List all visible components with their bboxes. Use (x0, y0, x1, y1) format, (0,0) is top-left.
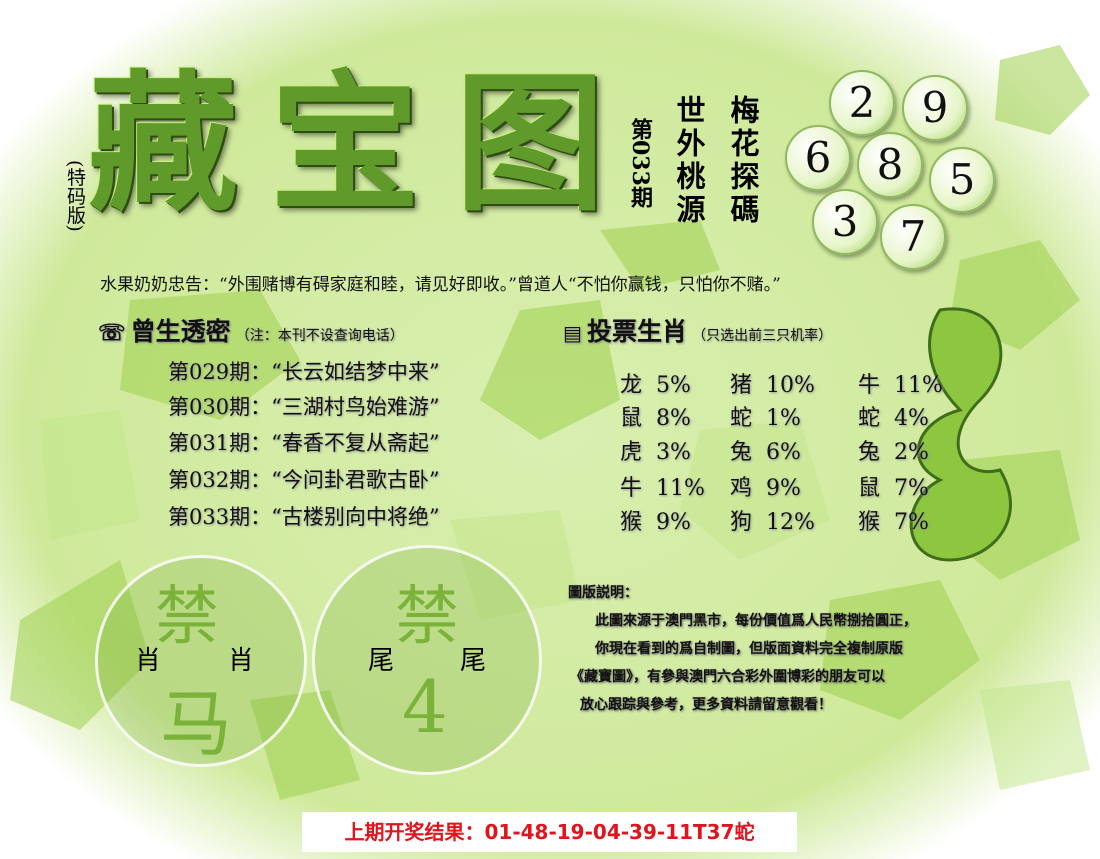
vote-cell: 兔 6% (730, 440, 801, 465)
title-char-2: 宝 (270, 58, 421, 232)
riddle-item: 第029期：“长云如结梦中来” (168, 360, 440, 384)
vote-cell: 牛 11% (620, 476, 705, 501)
ban1-right: 肖 (228, 646, 255, 676)
explain-title: 圖版説明： (568, 585, 638, 601)
explain-line: 此圖來源于澳門黑市，每份價值爲人民幣捌拾圓正， (595, 613, 917, 629)
banned-tail-circle (312, 545, 542, 775)
riddles-note: （注：本刊不设查询电话） (235, 328, 404, 344)
number-ball: 6 (785, 125, 851, 191)
vote-cell: 龙 5% (620, 373, 691, 398)
edition-label: (特码版) (64, 160, 86, 232)
swirl-ornament (909, 307, 1012, 562)
ban1-left: 肖 (135, 646, 162, 676)
votes-title: 投票生肖 (587, 317, 688, 346)
riddle-item: 第031期：“春香不复从斋起” (168, 431, 440, 455)
explain-line: 放心跟踪與參考，更多資料請留意觀看！ (580, 697, 832, 713)
votes-header: ▤ 投票生肖 （只选出前三只机率） (563, 312, 832, 348)
explain-line: 《藏寶圖》，有參與澳門六合彩外圍博彩的朋友可以 (570, 669, 885, 685)
poem-col-1: 世外桃源 (672, 95, 706, 227)
riddle-item: 第033期：“古楼别向中将绝” (168, 505, 440, 529)
explain-line: 你現在看到的爲自制圖，但版面資料完全複制原版 (595, 641, 903, 657)
vote-cell: 鼠 7% (858, 476, 929, 501)
riddles-title: 曾生透密 (130, 317, 231, 346)
vote-cell: 兔 2% (858, 440, 929, 465)
vote-cell: 虎 3% (620, 440, 691, 465)
ban2-top: 禁 (395, 580, 459, 654)
vote-cell: 狗 12% (730, 510, 815, 535)
banned-zodiac-circle (95, 555, 307, 767)
phone-icon: ☏ (98, 320, 126, 346)
document-icon: ▤ (563, 321, 582, 345)
votes-note: （只选出前三只机率） (692, 328, 833, 344)
number-ball: 5 (929, 147, 995, 213)
vote-cell: 蛇 1% (730, 406, 801, 431)
title-char-3: 图 (455, 58, 606, 232)
number-ball: 9 (902, 75, 968, 141)
ban1-value: 马 (160, 682, 233, 766)
ban1-top: 禁 (155, 580, 219, 654)
ban2-value: 4 (402, 665, 448, 749)
last-draw-result: 上期开奖结果：01-48-19-04-39-11T37蛇 (302, 812, 797, 852)
title-char-1: 藏 (88, 58, 239, 232)
issue-label: 第033期 (627, 118, 653, 208)
riddles-header: ☏ 曾生透密 （注：本刊不设查询电话） (98, 312, 404, 348)
number-ball: 3 (812, 189, 878, 255)
number-ball: 7 (880, 204, 946, 270)
vote-cell: 牛 11% (858, 373, 943, 398)
riddle-item: 第032期：“今问卦君歌古卧” (168, 468, 440, 492)
warning-quote: 水果奶奶忠告：“外围赌博有碍家庭和睦，请见好即收。”曾道人“不怕你赢钱，只怕你不… (100, 275, 781, 295)
vote-cell: 鼠 8% (620, 406, 691, 431)
vote-cell: 蛇 4% (858, 406, 929, 431)
vote-cell: 猪 10% (730, 373, 815, 398)
riddle-item: 第030期：“三湖村鸟始难游” (168, 395, 440, 419)
vote-cell: 猴 7% (858, 510, 929, 535)
ban2-left: 尾 (368, 646, 395, 676)
number-ball: 2 (829, 70, 895, 136)
ban2-right: 尾 (460, 646, 487, 676)
vote-cell: 鸡 9% (730, 476, 801, 501)
number-ball: 8 (857, 132, 923, 198)
poem-col-2: 梅花探碼 (726, 95, 760, 227)
vote-cell: 猴 9% (620, 510, 691, 535)
